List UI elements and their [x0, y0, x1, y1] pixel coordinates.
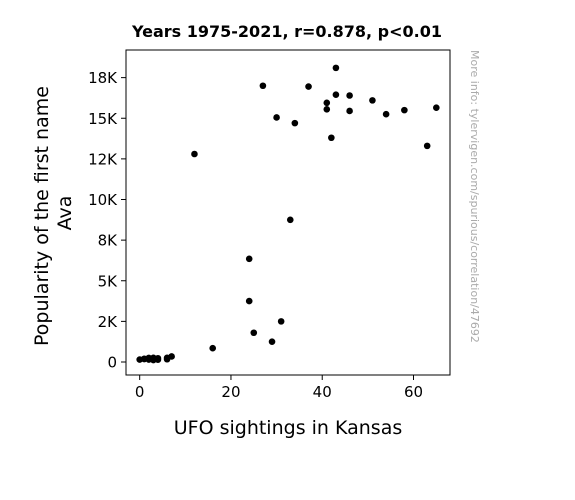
data-point: [433, 104, 440, 111]
data-point: [328, 134, 335, 142]
data-point: [346, 107, 353, 115]
source-watermark: More info: tylervigen.com/spurious/corre…: [468, 50, 481, 343]
plot-area-frame: [125, 49, 451, 376]
data-point: [259, 82, 267, 90]
data-point: [346, 92, 353, 99]
y-tick-label: 10K: [88, 191, 118, 209]
y-tick-label: 0: [107, 354, 117, 372]
x-axis-label: UFO sightings in Kansas: [174, 417, 403, 439]
data-point: [286, 216, 294, 224]
data-point: [332, 91, 340, 98]
data-points: [136, 64, 440, 364]
data-point: [369, 97, 376, 104]
x-tick-label: 0: [135, 383, 145, 401]
data-point: [332, 64, 340, 72]
y-tick-label: 12K: [88, 150, 118, 168]
y-tick-label: 2K: [98, 313, 119, 331]
data-point: [382, 110, 390, 118]
x-tick-label: 60: [404, 383, 423, 401]
data-point: [168, 353, 175, 360]
y-tick-label: 15K: [88, 110, 118, 128]
y-tick-label: 18K: [88, 69, 118, 87]
data-point: [273, 114, 280, 121]
data-point: [209, 344, 217, 352]
y-axis: 0 2K 5K 8K 10K 12K 15K 18K: [88, 69, 126, 372]
data-point: [423, 142, 431, 150]
data-point: [191, 150, 198, 158]
data-point: [250, 329, 258, 337]
y-axis-label-line-2: Ava: [54, 196, 76, 231]
data-point: [277, 318, 285, 325]
y-tick-label: 5K: [98, 272, 119, 290]
data-point: [291, 119, 299, 127]
data-point: [305, 83, 312, 90]
data-point: [154, 354, 162, 362]
data-point: [323, 99, 331, 107]
y-tick-label: 8K: [98, 232, 119, 250]
data-point: [323, 106, 331, 113]
y-axis-label-line-1: Popularity of the first name: [31, 86, 53, 346]
x-axis: 0 20 40 60: [135, 375, 423, 401]
data-point: [245, 255, 253, 263]
y-axis-label: Popularity of the first name Ava: [31, 80, 76, 346]
x-tick-label: 20: [221, 383, 240, 401]
data-point: [268, 338, 276, 345]
data-point: [401, 106, 408, 114]
chart-title: Years 1975-2021, r=0.878, p<0.01: [131, 22, 442, 41]
x-tick-label: 40: [313, 383, 332, 401]
data-point: [245, 297, 253, 305]
